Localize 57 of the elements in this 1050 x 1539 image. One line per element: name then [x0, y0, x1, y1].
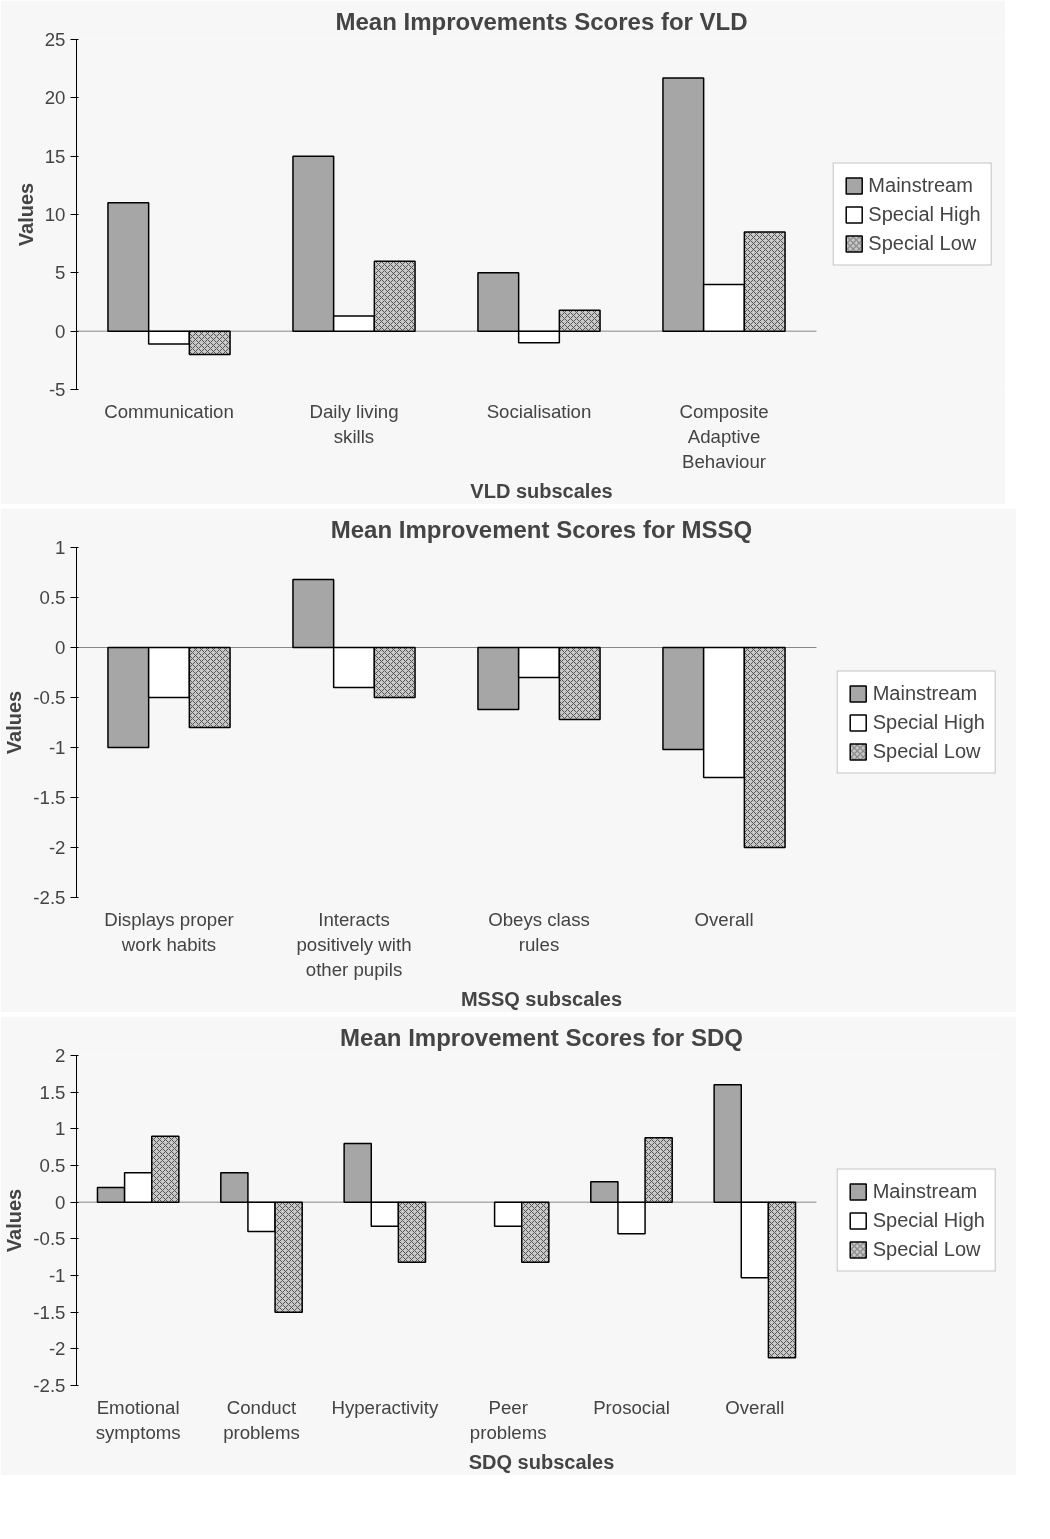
x-tick-label: Conduct problems [223, 1396, 300, 1443]
x-tick-label: Socialisation [486, 400, 592, 422]
x-tick-label: Overall [694, 908, 754, 930]
x-tick-label: Displays proper work habits [104, 908, 234, 955]
y-tick-label: -1.5 [33, 787, 66, 808]
y-tick-label: 1 [55, 537, 66, 558]
x-tick-label: Communication [104, 400, 234, 422]
y-axis-title: Values [14, 182, 37, 247]
y-tick-label: 10 [44, 204, 66, 225]
y-tick-label: 20 [44, 87, 66, 109]
y-tick-label: -0.5 [33, 1228, 66, 1250]
x-axis-title: MSSQ subscales [460, 987, 623, 1010]
y-tick-label: -2 [48, 837, 66, 858]
y-tick-label: -1 [48, 1265, 66, 1286]
x-tick-label: Composite Adaptive Behaviour [679, 400, 769, 472]
y-tick-label: 0.5 [39, 587, 66, 608]
legend-label: Special Low [868, 231, 977, 255]
y-tick-label: 0 [55, 637, 66, 658]
legend-label: Special High [872, 710, 985, 734]
legend-label: Special High [872, 1208, 985, 1232]
y-tick-label: -1 [48, 737, 66, 758]
y-tick-label: 0 [55, 320, 66, 342]
y-axis-title: Values [3, 1188, 26, 1253]
y-tick-label: -0.5 [33, 687, 66, 708]
legend-label: Mainstream [872, 681, 978, 705]
y-tick-label: 15 [44, 145, 66, 167]
y-tick-label: -5 [48, 379, 66, 400]
chart-title: Mean Improvement Scores for MSSQ [330, 515, 753, 543]
x-tick-label: Prosocial [593, 1396, 670, 1418]
y-tick-label: 0 [55, 1191, 66, 1213]
x-tick-label: Obeys class rules [488, 908, 590, 955]
legend-label: Special High [868, 202, 981, 226]
legend-label: Special Low [872, 1237, 981, 1261]
legend-label: Mainstream [868, 173, 973, 197]
y-tick-label: -2.5 [33, 1375, 66, 1396]
chart-title: Mean Improvements Scores for VLD [335, 7, 748, 35]
x-tick-label: Hyperactivity [331, 1396, 439, 1418]
x-axis-title: SDQ subscales [468, 1450, 615, 1473]
y-tick-label: 0.5 [39, 1155, 66, 1176]
x-tick-label: Emotional symptoms [95, 1396, 181, 1443]
y-tick-label: -1.5 [33, 1301, 66, 1323]
y-tick-label: 5 [55, 262, 66, 284]
x-tick-label: Interacts positively with other pupils [296, 908, 412, 980]
legend-label: Mainstream [872, 1179, 978, 1203]
y-tick-label: -2.5 [33, 887, 66, 908]
x-tick-label: Peer problems [469, 1396, 547, 1443]
x-tick-label: Daily living skills [309, 400, 399, 447]
legend-label: Special Low [872, 739, 981, 763]
y-tick-label: 2 [55, 1045, 66, 1066]
y-axis-title: Values [3, 690, 26, 755]
y-tick-label: -2 [48, 1338, 66, 1360]
chart-title: Mean Improvement Scores for SDQ [340, 1023, 743, 1051]
x-axis-title: VLD subscales [470, 479, 613, 502]
y-tick-label: 1 [55, 1118, 66, 1140]
y-tick-label: 1.5 [39, 1081, 66, 1103]
x-tick-label: Overall [725, 1396, 785, 1418]
y-tick-label: 25 [44, 29, 66, 50]
